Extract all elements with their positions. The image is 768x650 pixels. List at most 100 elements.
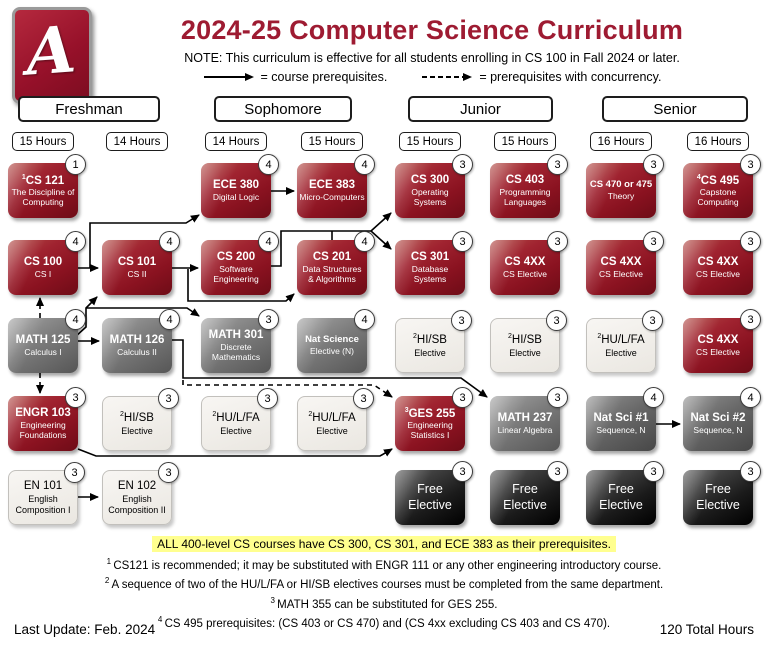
course-code: CS 4XX (504, 255, 546, 268)
course-name: Digital Logic (212, 191, 260, 202)
course-nat-science: 4 Nat Science Elective (N) (297, 309, 375, 373)
credit-hours-badge: 3 (547, 387, 568, 408)
course-cs-100: 4 CS 100 CS I (8, 231, 86, 295)
credit-hours-badge: 3 (65, 387, 86, 408)
course-name: CS Elective (696, 268, 740, 279)
course-engr-103: 3 ENGR 103 Engineering Foundations (8, 387, 86, 451)
course-ges-255: 3 3GES 255 Engineering Statistics I (395, 387, 473, 451)
credit-hours-badge: 3 (547, 461, 568, 482)
course-code: MATH 301 (208, 328, 264, 341)
course-hulfa-2: 3 2HU/L/FA Elective (201, 388, 278, 451)
course-code: EN 102 (117, 480, 157, 493)
course-name: Elective (605, 347, 637, 358)
course-code: CS 200 (216, 250, 256, 263)
course-cs-200: 4 CS 200 Software Engineering (201, 231, 279, 295)
edge-math125-to-math301 (86, 307, 200, 317)
credit-hours-badge: 3 (547, 231, 568, 252)
course-code: EN 101 (23, 480, 63, 493)
course-code: MATH 125 (15, 333, 71, 346)
credit-hours-badge: 1 (65, 154, 86, 175)
footnote-4: 4 CS 495 prerequisites: (CS 403 or CS 47… (157, 614, 611, 630)
course-name: Software Engineering (213, 264, 259, 284)
course-name: CS I (34, 268, 52, 279)
course-name: Calculus I (24, 346, 62, 357)
effective-note: NOTE: This curriculum is effective for a… (184, 51, 680, 65)
edge-cs100-to-ece380 (89, 214, 200, 268)
credit-hours-badge: 3 (64, 462, 85, 483)
credit-hours-badge: 3 (258, 309, 279, 330)
legend-item: = course prerequisites. (203, 70, 388, 84)
course-name: CS Elective (503, 268, 547, 279)
course-code: 2HU/L/FA (597, 333, 645, 346)
course-nat-sci-1: 4 Nat Sci #1 Sequence, N (586, 387, 664, 451)
course-free-1: 3 Free Elective (395, 461, 473, 525)
credit-hours-badge: 4 (258, 231, 279, 252)
course-code: 4CS 495 (696, 173, 740, 187)
course-name: CS Elective (599, 268, 643, 279)
course-name: English Composition II (108, 494, 166, 515)
course-code: CS 403 (505, 173, 545, 186)
semester-hours-badge: 15 Hours (494, 132, 556, 151)
course-cs-470-475: 3 CS 470 or 475 Theory (586, 154, 664, 218)
course-cs-403: 3 CS 403 Programming Languages (490, 154, 568, 218)
semester-hours-badge: 15 Hours (301, 132, 363, 151)
legend-item: = prerequisites with concurrency. (421, 70, 661, 84)
course-ece-380: 4 ECE 380 Digital Logic (201, 154, 279, 218)
course-name: Micro-Computers (299, 191, 365, 202)
legend-label: = course prerequisites. (260, 70, 388, 84)
course-name: Database Systems (411, 264, 449, 284)
course-free-4: 3 Free Elective (683, 461, 761, 525)
edge-engr103-to-ges255 (77, 448, 393, 457)
course-name: Elective (408, 498, 452, 513)
course-en-101: 3 EN 101 English Composition I (8, 462, 85, 525)
course-math-237: 3 MATH 237 Linear Algebra (490, 387, 568, 451)
legend: = course prerequisites. = prerequisites w… (100, 70, 764, 84)
credit-hours-badge: 3 (643, 461, 664, 482)
credit-hours-badge: 3 (158, 462, 179, 483)
course-name: Elective (599, 498, 643, 513)
credit-hours-badge: 4 (354, 154, 375, 175)
credit-hours-badge: 4 (65, 309, 86, 330)
course-code: 2HU/L/FA (212, 411, 260, 424)
course-code: Nat Sci #2 (690, 411, 746, 424)
course-name: Elective (220, 425, 252, 436)
last-update: Last Update: Feb. 2024 (14, 622, 156, 637)
credit-hours-badge: 3 (451, 310, 472, 331)
course-name: Engineering Statistics I (407, 420, 453, 440)
course-name: Elective (414, 347, 446, 358)
course-code: 2HI/SB (508, 333, 542, 346)
course-cs-301: 3 CS 301 Database Systems (395, 231, 473, 295)
page-title: 2024-25 Computer Science Curriculum (180, 15, 684, 45)
credit-hours-badge: 4 (354, 231, 375, 252)
course-math-125: 4 MATH 125 Calculus I (8, 309, 86, 373)
edge-math126-to-math237 (172, 339, 488, 398)
course-code: 2HI/SB (120, 411, 154, 424)
credit-hours-badge: 3 (643, 231, 664, 252)
course-code: CS 201 (312, 250, 352, 263)
credit-hours-badge: 4 (643, 387, 664, 408)
credit-hours-badge: 3 (546, 310, 567, 331)
credit-hours-badge: 3 (642, 310, 663, 331)
semester-hours-badge: 16 Hours (590, 132, 652, 151)
course-cs-4xx-a: 3 CS 4XX CS Elective (490, 231, 568, 295)
course-code: CS 100 (23, 255, 63, 268)
course-code: 2HU/L/FA (308, 411, 356, 424)
course-free-2: 3 Free Elective (490, 461, 568, 525)
course-name: Discrete Mathematics (211, 342, 261, 362)
edge-trunk-to-cs301 (370, 230, 392, 250)
course-code: CS 300 (410, 173, 450, 186)
footnotes: 1 CS121 is recommended; it may be substi… (0, 557, 768, 634)
credit-hours-badge: 3 (740, 309, 761, 330)
course-code: CS 4XX (697, 255, 739, 268)
course-name: Engineering Foundations (19, 420, 67, 440)
course-code: Nat Sci #1 (593, 411, 649, 424)
credit-hours-badge: 3 (740, 231, 761, 252)
footnote-1: 1 CS121 is recommended; it may be substi… (106, 557, 662, 572)
footnote-3: 3 MATH 355 can be substituted for GES 25… (270, 595, 498, 611)
semester-hours-badge: 16 Hours (687, 132, 749, 151)
semester-hours-badge: 15 Hours (399, 132, 461, 151)
course-cs-121: 1 1CS 121 The Discipline of Computing (8, 154, 86, 218)
legend-label: = prerequisites with concurrency. (479, 70, 662, 84)
course-hisb-3: 3 2HI/SB Elective (102, 388, 179, 451)
